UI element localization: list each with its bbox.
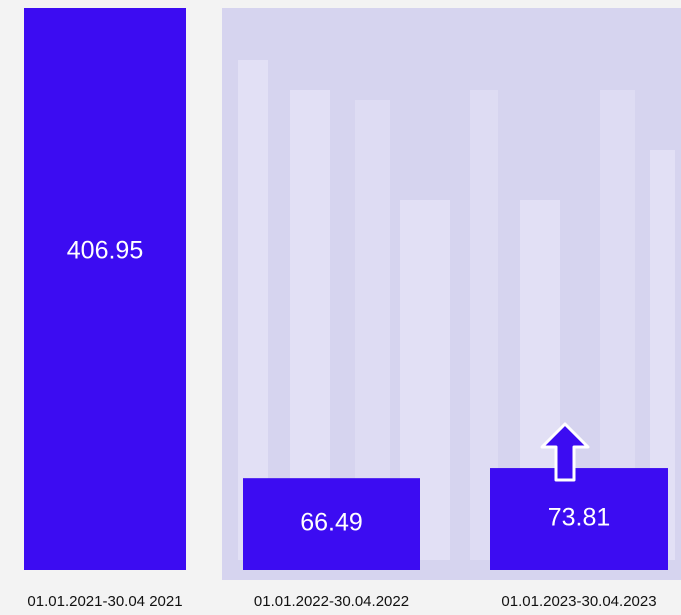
arrow-icon	[540, 422, 590, 482]
bar	[490, 468, 668, 570]
x-tick-label: 01.01.2022-30.04.2022	[254, 593, 409, 610]
x-tick-label: 01.01.2021-30.04 2021	[27, 593, 182, 610]
bar	[243, 478, 420, 570]
value-label: 406.95	[67, 237, 143, 265]
value-label: 66.49	[300, 509, 363, 537]
value-label: 73.81	[548, 504, 611, 532]
x-tick-label: 01.01.2023-30.04.2023	[501, 593, 656, 610]
bar	[24, 8, 186, 570]
